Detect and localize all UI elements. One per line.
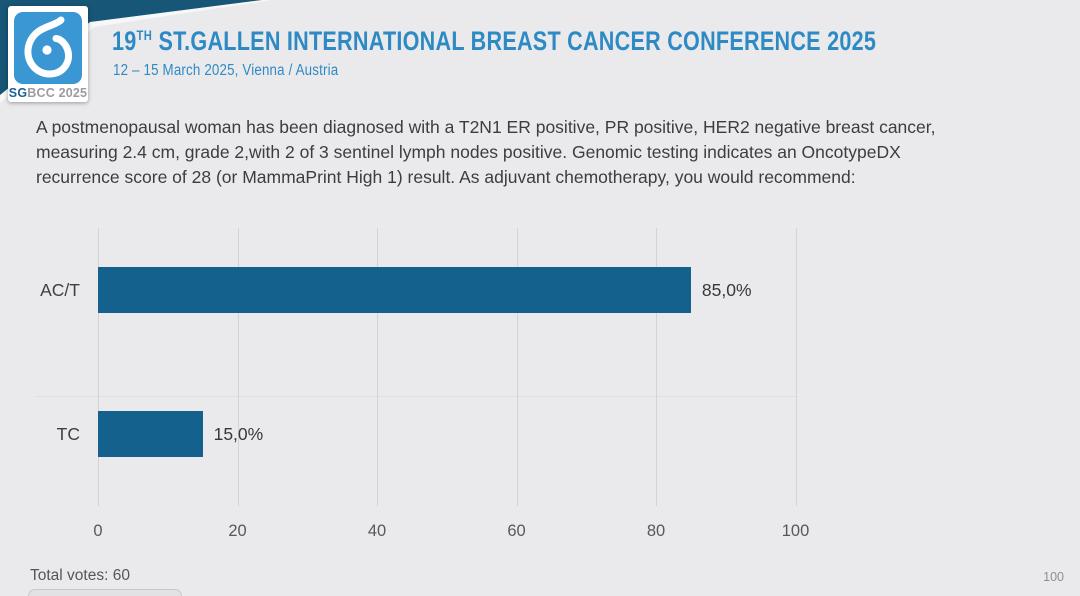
x-tick-label: 40 [367,522,387,540]
title-number: 19 [112,26,137,56]
sgbcc-breast-logo-icon [24,16,72,78]
title-text: ST.GALLEN INTERNATIONAL BREAST CANCER CO… [152,26,877,56]
value-label: 15,0% [213,424,264,444]
total-votes-label: Total votes: 60 [30,567,130,584]
x-tick-label: 0 [93,522,103,540]
x-tick-label: 20 [228,522,247,540]
bar [98,267,691,313]
x-tick-label: 60 [507,522,526,540]
x-tick-label: 80 [646,522,666,540]
x-gridline [377,228,378,506]
x-tick-label: 100 [781,522,810,540]
logo-caption: SGBCC 2025 [8,86,88,100]
value-label: 85,0% [701,280,752,300]
bar [98,411,203,457]
x-gridline [237,228,239,506]
category-label: TC [56,424,80,444]
footer-pill-edge [28,589,182,596]
row-divider-line [36,396,796,397]
title-ordinal-superscript: TH [136,27,153,43]
logo-caption-sg: SG [8,86,28,100]
logo-background-square [14,12,82,84]
x-gridline [516,228,518,506]
sgbcc-logo-card: SGBCC 2025 [8,6,88,102]
x-gridline [656,228,657,506]
conference-title: 19TH ST.GALLEN INTERNATIONAL BREAST CANC… [112,26,876,57]
logo-caption-bcc: BCC 2025 [27,86,88,100]
page-number: 100 [1043,570,1064,584]
x-gridline [98,228,99,506]
x-gridline [795,228,797,506]
category-label: AC/T [40,280,80,300]
poll-question-text: A postmenopausal woman has been diagnose… [36,117,936,187]
conference-date-location: 12 – 15 March 2025, Vienna / Austria [113,62,339,79]
